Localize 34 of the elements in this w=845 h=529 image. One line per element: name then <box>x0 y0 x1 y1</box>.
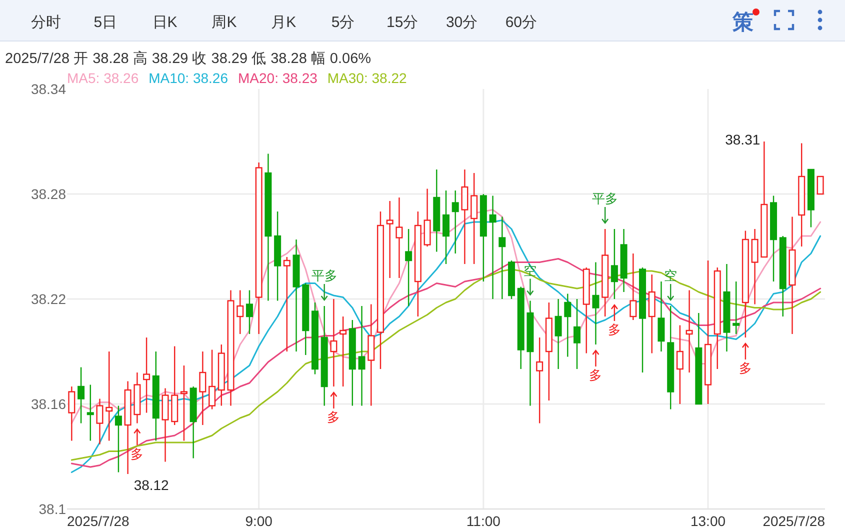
annotation: 多 <box>589 368 602 382</box>
annotation: 多 <box>130 446 144 462</box>
text: 30分 <box>446 14 478 31</box>
text: MA10: 38.26 <box>148 70 228 86</box>
annotation: 38.12 <box>134 477 170 493</box>
text: MA20: 38.23 <box>238 70 318 86</box>
text: 15分 <box>386 14 418 31</box>
x-tick-label: 9:00 <box>245 513 273 529</box>
y-tick-label: 38.28 <box>30 186 66 202</box>
annotation: 平多 <box>592 191 618 206</box>
x-tick-label: 2025/7/28 <box>67 513 130 529</box>
y-tick-label: 38.16 <box>30 396 66 412</box>
text: MA30: 38.22 <box>327 70 407 86</box>
annotation: 多 <box>608 322 621 337</box>
y-tick-label: 38.34 <box>30 81 66 97</box>
x-tick-label: 13:00 <box>690 513 726 529</box>
y-tick-label: 38.22 <box>30 291 66 307</box>
text: 分时 <box>31 14 61 31</box>
text: 策 <box>732 11 754 34</box>
chart-subtitle: 2025/7/28 开 38.28 高 38.29 收 38.29 低 38.28 幅 0.06% <box>5 50 372 67</box>
y-tick-label: 38.1 <box>38 501 66 517</box>
text: 周K <box>212 14 237 31</box>
x-tick-label: 11:00 <box>466 513 501 529</box>
x-tick-label: 2025/7/28 <box>762 513 826 529</box>
annotation: 多 <box>327 410 340 424</box>
text: 月K <box>271 14 296 31</box>
annotation: 多 <box>738 360 752 376</box>
text: 5分 <box>331 14 355 31</box>
text: 日K <box>152 14 178 31</box>
text: MA5: 38.26 <box>67 70 139 86</box>
annotation: 平多 <box>311 268 338 283</box>
text: 5日 <box>94 14 118 31</box>
annotation: 38.31 <box>725 132 760 148</box>
text: 60分 <box>505 14 538 31</box>
